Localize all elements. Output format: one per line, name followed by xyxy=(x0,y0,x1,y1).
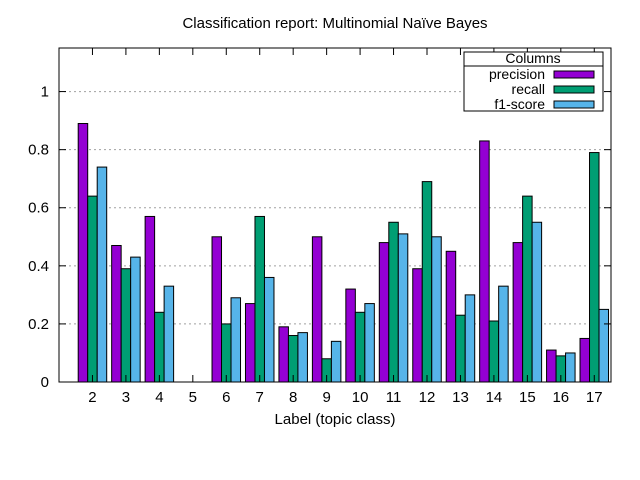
bar-recall-14 xyxy=(488,320,500,383)
x-tick-label-16: 16 xyxy=(552,389,569,406)
x-tick-label-3: 3 xyxy=(122,389,130,406)
bar-precision-14 xyxy=(479,140,490,383)
bar-precision-4 xyxy=(144,215,156,383)
x-tick-label-4: 4 xyxy=(155,389,163,406)
y-tick-label: 0.8 xyxy=(28,142,49,159)
bar-precision-10 xyxy=(345,288,356,383)
legend-swatch-recall xyxy=(553,85,595,94)
x-tick-label-7: 7 xyxy=(256,389,264,406)
x-tick-label-2: 2 xyxy=(88,389,96,406)
x-axis-label: Label (topic class) xyxy=(275,411,396,428)
x-tick-label-10: 10 xyxy=(352,389,369,406)
bar-recall-7 xyxy=(254,215,265,383)
bar-recall-3 xyxy=(120,268,132,383)
x-tick-label-5: 5 xyxy=(189,389,197,406)
bar-recall-2 xyxy=(87,195,98,383)
bar-recall-15 xyxy=(522,195,533,383)
bar-recall-10 xyxy=(354,311,366,383)
legend-label-precision: precision xyxy=(489,66,545,82)
bar-recall-4 xyxy=(154,311,165,383)
bar-precision-15 xyxy=(512,242,524,383)
bar-f1-score-8 xyxy=(297,332,308,383)
legend-label-recall: recall xyxy=(512,81,545,97)
bar-precision-12 xyxy=(412,268,423,383)
bar-f1-score-9 xyxy=(330,340,342,383)
bar-precision-16 xyxy=(546,349,557,383)
x-tick-label-9: 9 xyxy=(322,389,330,406)
x-tick-label-11: 11 xyxy=(386,389,402,406)
bar-precision-2 xyxy=(77,123,89,383)
legend-swatch-precision xyxy=(553,70,595,79)
bar-recall-12 xyxy=(421,181,433,383)
bar-f1-score-16 xyxy=(565,352,576,383)
bar-recall-17 xyxy=(589,152,600,383)
x-tick-label-15: 15 xyxy=(519,389,536,406)
x-tick-label-12: 12 xyxy=(419,389,436,406)
x-tick-label-13: 13 xyxy=(452,389,469,406)
bar-f1-score-11 xyxy=(397,233,409,383)
legend-swatch-f1-score xyxy=(553,100,595,109)
bar-f1-score-4 xyxy=(163,285,175,383)
legend-label-f1-score: f1-score xyxy=(494,96,545,112)
y-tick-label: 0.2 xyxy=(28,316,49,333)
legend-title: Columns xyxy=(505,50,560,66)
bar-f1-score-17 xyxy=(598,308,610,383)
bar-f1-score-2 xyxy=(96,166,108,383)
bar-f1-score-14 xyxy=(498,285,509,383)
chart-title: Classification report: Multinomial Naïve… xyxy=(182,15,487,32)
x-tick-label-14: 14 xyxy=(486,389,503,406)
bar-f1-score-12 xyxy=(431,236,442,383)
bar-precision-8 xyxy=(278,326,289,383)
bar-precision-7 xyxy=(244,303,256,383)
bar-precision-17 xyxy=(579,337,591,383)
x-tick-label-6: 6 xyxy=(222,389,230,406)
y-tick-label: 0 xyxy=(41,374,49,391)
y-tick-label: 0.4 xyxy=(28,258,49,275)
bar-precision-13 xyxy=(445,250,457,383)
bar-f1-score-13 xyxy=(464,294,476,383)
y-tick-label: 1 xyxy=(41,84,49,101)
x-tick-label-17: 17 xyxy=(586,389,603,406)
bar-precision-6 xyxy=(211,236,223,383)
bar-recall-6 xyxy=(221,323,232,383)
bar-f1-score-6 xyxy=(230,297,242,383)
bar-f1-score-7 xyxy=(263,276,275,383)
bar-f1-score-15 xyxy=(531,221,543,383)
bar-precision-9 xyxy=(311,236,323,383)
bar-precision-11 xyxy=(378,242,390,383)
plot-border xyxy=(58,47,612,383)
bar-f1-score-10 xyxy=(364,303,375,383)
y-tick-label: 0.6 xyxy=(28,200,49,217)
bar-recall-11 xyxy=(388,221,399,383)
bar-recall-13 xyxy=(455,314,466,383)
x-tick-label-8: 8 xyxy=(289,389,297,406)
bar-precision-3 xyxy=(111,244,122,383)
bar-f1-score-3 xyxy=(130,256,141,383)
axes-layer: 00.20.40.60.812 3 4 5 6 7 8 9 10 11 12 13 14 15 16 17 xyxy=(28,47,612,406)
